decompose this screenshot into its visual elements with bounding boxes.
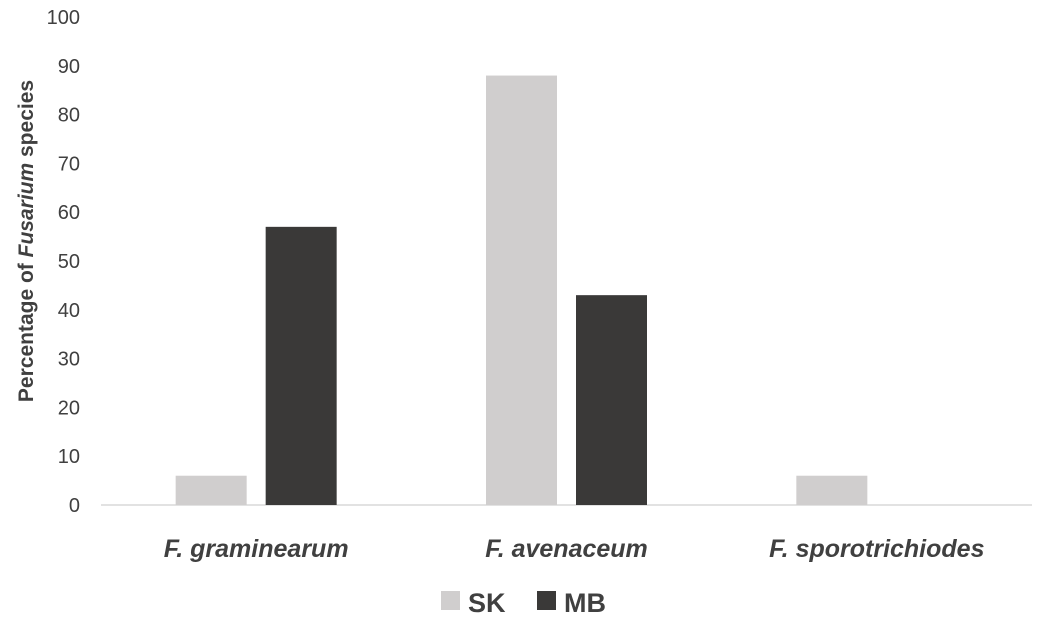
legend: SK MB [441, 588, 606, 618]
y-tick-label: 40 [58, 300, 80, 322]
y-tick-label: 20 [58, 397, 80, 419]
y-tick-label: 30 [58, 349, 80, 371]
y-axis-label-prefix: Percentage of [15, 257, 38, 402]
y-axis-label-suffix: species [15, 80, 38, 163]
x-category-label: F. avenaceum [485, 535, 648, 563]
bar-mb-0 [265, 226, 337, 505]
bar-sk-2 [796, 475, 868, 505]
y-axis-label-italic: Fusarium [15, 163, 38, 258]
x-axis-categories: F. graminearum F. avenaceum F. sporotrichi… [164, 535, 985, 563]
y-tick-label: 90 [58, 56, 80, 78]
y-axis-label: Percentage of Fusarium species [15, 80, 38, 402]
y-tick-label: 50 [58, 251, 80, 273]
bar-mb-1 [576, 295, 647, 505]
legend-label-sk: SK [468, 588, 506, 618]
bars [175, 75, 868, 505]
y-tick-label: 10 [58, 446, 80, 468]
x-category-label: F. graminearum [164, 535, 349, 563]
y-tick-label: 100 [47, 7, 80, 29]
y-tick-label: 70 [58, 153, 80, 175]
legend-swatch-mb [537, 591, 556, 610]
y-tick-label: 0 [69, 495, 80, 517]
y-axis-ticks: 0 10 20 30 40 50 60 70 80 90 100 [47, 7, 80, 517]
bar-sk-1 [486, 75, 557, 505]
x-category-label: F. sporotrichiodes [769, 535, 984, 563]
legend-label-mb: MB [564, 588, 606, 618]
y-tick-label: 80 [58, 105, 80, 127]
legend-swatch-sk [441, 591, 460, 610]
bar-sk-0 [175, 475, 247, 505]
y-tick-label: 60 [58, 202, 80, 224]
